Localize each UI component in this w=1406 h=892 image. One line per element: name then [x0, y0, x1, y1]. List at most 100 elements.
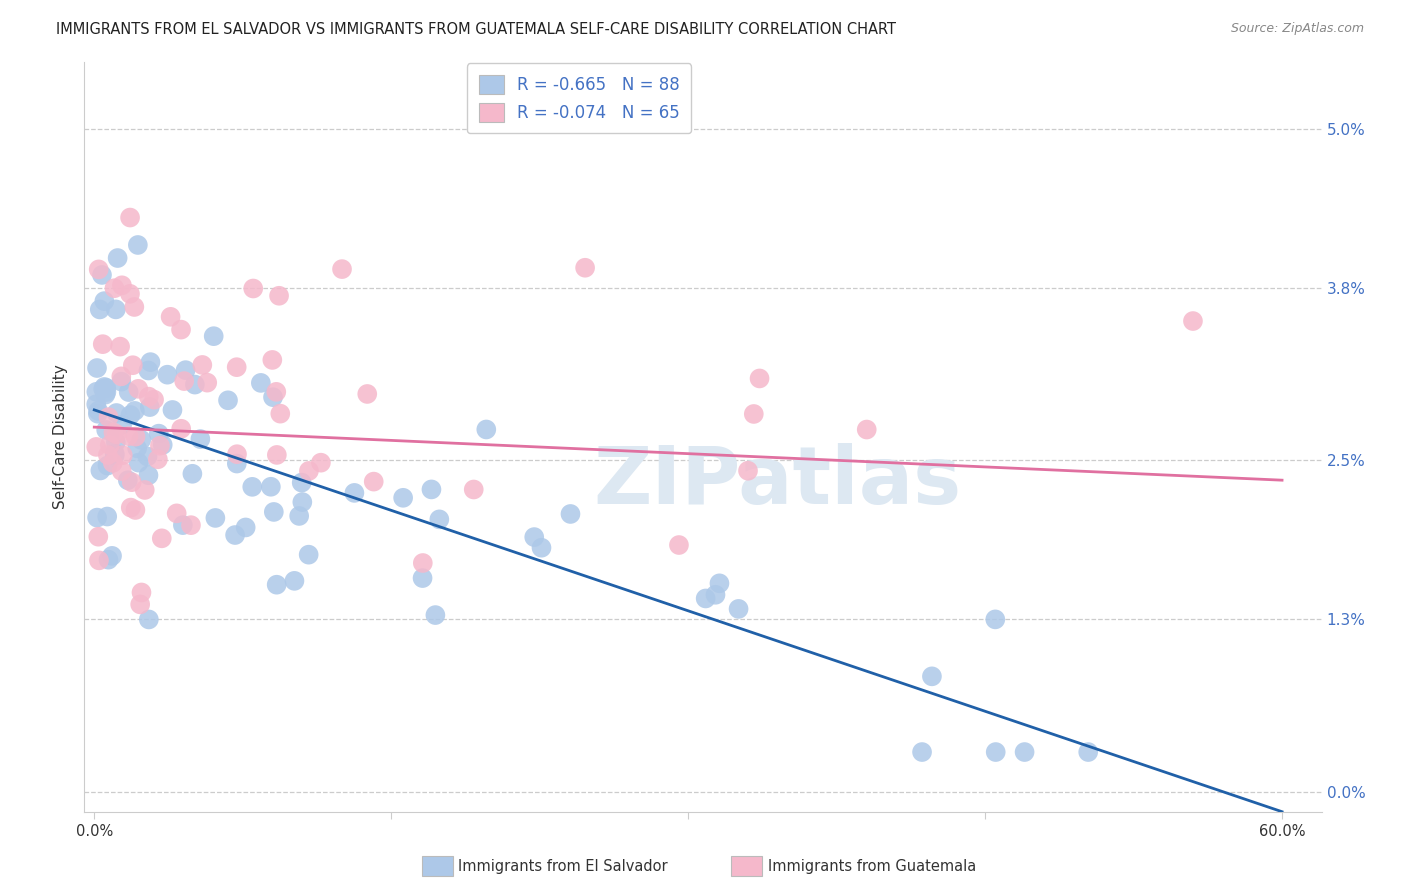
Point [226, 447, 249, 461]
Point [146, 452, 169, 467]
Point [108, 340, 131, 354]
Point [392, 491, 415, 505]
Point [120, 408, 142, 422]
Point [84, 440, 107, 454]
Point [250, 376, 273, 390]
Point [188, 432, 211, 446]
Point [118, 385, 141, 400]
Point [89, 463, 111, 477]
Point [107, 251, 129, 265]
Point [86, 510, 108, 524]
Point [124, 404, 146, 418]
Point [143, 392, 166, 407]
Point [427, 512, 450, 526]
Point [330, 262, 353, 277]
Point [120, 500, 142, 515]
Point [127, 238, 149, 252]
Point [84, 397, 107, 411]
Point [262, 353, 284, 368]
Point [105, 406, 128, 420]
Point [574, 260, 596, 275]
Point [127, 382, 149, 396]
Point [1077, 745, 1099, 759]
Point [1014, 745, 1036, 759]
Text: Immigrants from El Salvador: Immigrants from El Salvador [458, 859, 668, 873]
Point [93, 294, 115, 309]
Point [240, 480, 263, 494]
Point [149, 439, 172, 453]
Point [98, 438, 121, 452]
Point [103, 425, 125, 440]
Point [180, 518, 202, 533]
Point [138, 468, 160, 483]
Point [139, 355, 162, 369]
Point [91, 337, 114, 351]
Point [911, 745, 934, 759]
Point [1181, 314, 1204, 328]
Point [267, 289, 290, 303]
Point [420, 483, 443, 497]
Point [269, 407, 291, 421]
Point [101, 549, 124, 563]
Point [111, 278, 134, 293]
Point [412, 571, 434, 585]
Point [131, 585, 153, 599]
Point [363, 475, 385, 489]
Point [172, 518, 194, 533]
Point [704, 588, 727, 602]
Point [91, 268, 114, 282]
Point [127, 442, 149, 456]
Point [136, 450, 159, 464]
Point [225, 360, 247, 375]
Point [166, 506, 188, 520]
Point [412, 556, 434, 570]
Point [104, 435, 127, 450]
Point [87, 553, 110, 567]
Point [263, 505, 285, 519]
Point [217, 393, 239, 408]
Point [266, 448, 288, 462]
Point [262, 390, 284, 404]
Point [235, 520, 257, 534]
Point [530, 541, 553, 555]
Point [127, 456, 149, 470]
Point [134, 483, 156, 497]
Point [139, 400, 162, 414]
Point [984, 745, 1007, 759]
Point [121, 358, 143, 372]
Point [96, 509, 118, 524]
Point [152, 438, 174, 452]
Point [291, 475, 314, 490]
Point [117, 429, 139, 443]
Point [111, 464, 134, 478]
Point [110, 369, 132, 384]
Point [260, 480, 283, 494]
Point [103, 281, 125, 295]
Point [181, 467, 204, 481]
Point [984, 612, 1007, 626]
Point [298, 464, 321, 478]
Point [94, 387, 117, 401]
Point [225, 457, 247, 471]
Point [356, 387, 378, 401]
Point [87, 407, 110, 421]
Point [291, 495, 314, 509]
Point [91, 382, 114, 396]
Legend: R = -0.665   N = 88, R = -0.074   N = 65: R = -0.665 N = 88, R = -0.074 N = 65 [467, 63, 692, 134]
Point [138, 612, 160, 626]
Point [105, 427, 128, 442]
Point [709, 576, 731, 591]
Point [129, 433, 152, 447]
Point [86, 361, 108, 376]
Point [298, 548, 321, 562]
Point [87, 404, 110, 418]
Point [121, 475, 143, 490]
Point [156, 368, 179, 382]
Point [104, 302, 127, 317]
Point [695, 591, 717, 606]
Point [523, 530, 546, 544]
Point [266, 577, 288, 591]
Point [173, 374, 195, 388]
Point [266, 384, 288, 399]
Point [202, 329, 225, 343]
